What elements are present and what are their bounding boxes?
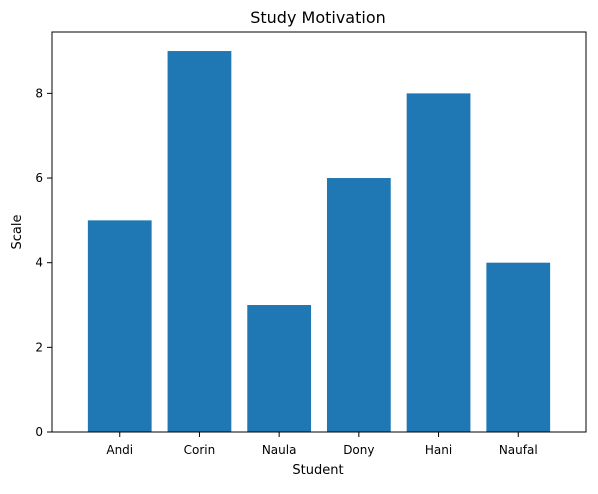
chart-title: Study Motivation [250,8,386,27]
y-tick-label: 6 [35,171,43,185]
bar-corin [167,51,232,433]
bars-group [87,51,551,433]
x-tick-label-naula: Naula [262,443,297,457]
x-tick-label-hani: Hani [425,443,452,457]
bar-naufal [486,262,551,432]
y-tick-label: 4 [35,256,43,270]
x-axis-ticks: Andi Corin Naula Dony Hani Naufal [106,432,538,457]
plot-frame [51,31,587,433]
y-axis-ticks: 0 2 4 6 8 [35,86,52,439]
y-tick-label: 0 [35,425,43,439]
bar-naula [247,305,312,432]
x-tick-label-andi: Andi [106,443,133,457]
y-tick-label: 2 [35,340,43,354]
bar-hani [406,93,471,432]
x-tick-label-naufal: Naufal [499,443,538,457]
y-axis-label: Scale [10,215,25,250]
y-tick-label: 8 [35,86,43,100]
bar-andi [87,220,152,432]
x-tick-label-corin: Corin [184,443,216,457]
bar-dony [326,178,391,432]
x-tick-label-dony: Dony [343,443,374,457]
x-axis-label: Student [292,463,343,478]
